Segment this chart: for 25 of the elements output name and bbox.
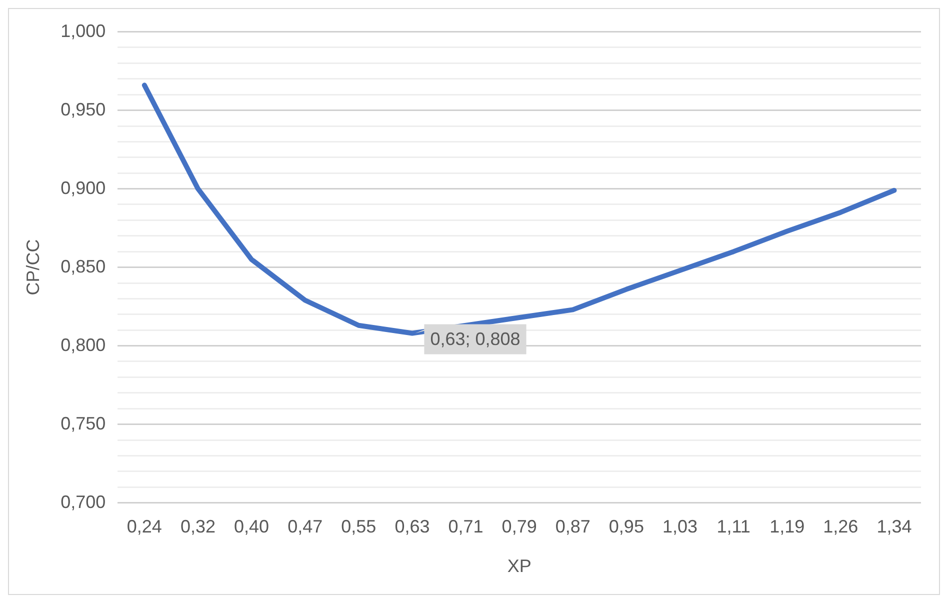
x-tick-label: 0,63 bbox=[394, 516, 430, 537]
x-tick-label: 0,71 bbox=[448, 516, 484, 537]
x-tick-label: 0,40 bbox=[234, 516, 270, 537]
y-tick-label: 0,800 bbox=[60, 334, 106, 355]
y-tick-label: 0,750 bbox=[60, 413, 106, 434]
x-tick-label: 1,03 bbox=[662, 516, 698, 537]
x-tick-label: 0,47 bbox=[288, 516, 323, 537]
y-tick-label: 0,900 bbox=[60, 178, 106, 198]
x-tick-label: 1,34 bbox=[876, 516, 912, 537]
x-tick-label: 0,32 bbox=[180, 516, 216, 537]
y-tick-label: 0,950 bbox=[60, 99, 106, 120]
y-tick-label: 0,850 bbox=[60, 256, 106, 276]
x-tick-label: 0,24 bbox=[126, 516, 162, 537]
annotation: 0,63; 0,808 bbox=[430, 329, 520, 350]
y-axis-title: CP/CC bbox=[22, 239, 43, 296]
x-tick-label: 1,11 bbox=[716, 516, 750, 537]
x-tick-label: 1,26 bbox=[823, 516, 858, 537]
x-tick-label: 0,95 bbox=[608, 516, 644, 537]
x-tick-label: 0,79 bbox=[502, 516, 537, 537]
x-tick-label: 1,19 bbox=[770, 516, 805, 537]
y-tick-label: 1,000 bbox=[60, 20, 106, 41]
x-tick-label: 0,87 bbox=[555, 516, 590, 537]
x-tick-label: 0,55 bbox=[341, 516, 376, 537]
y-tick-label: 0,700 bbox=[60, 492, 106, 512]
x-axis-title: XP bbox=[507, 556, 532, 576]
